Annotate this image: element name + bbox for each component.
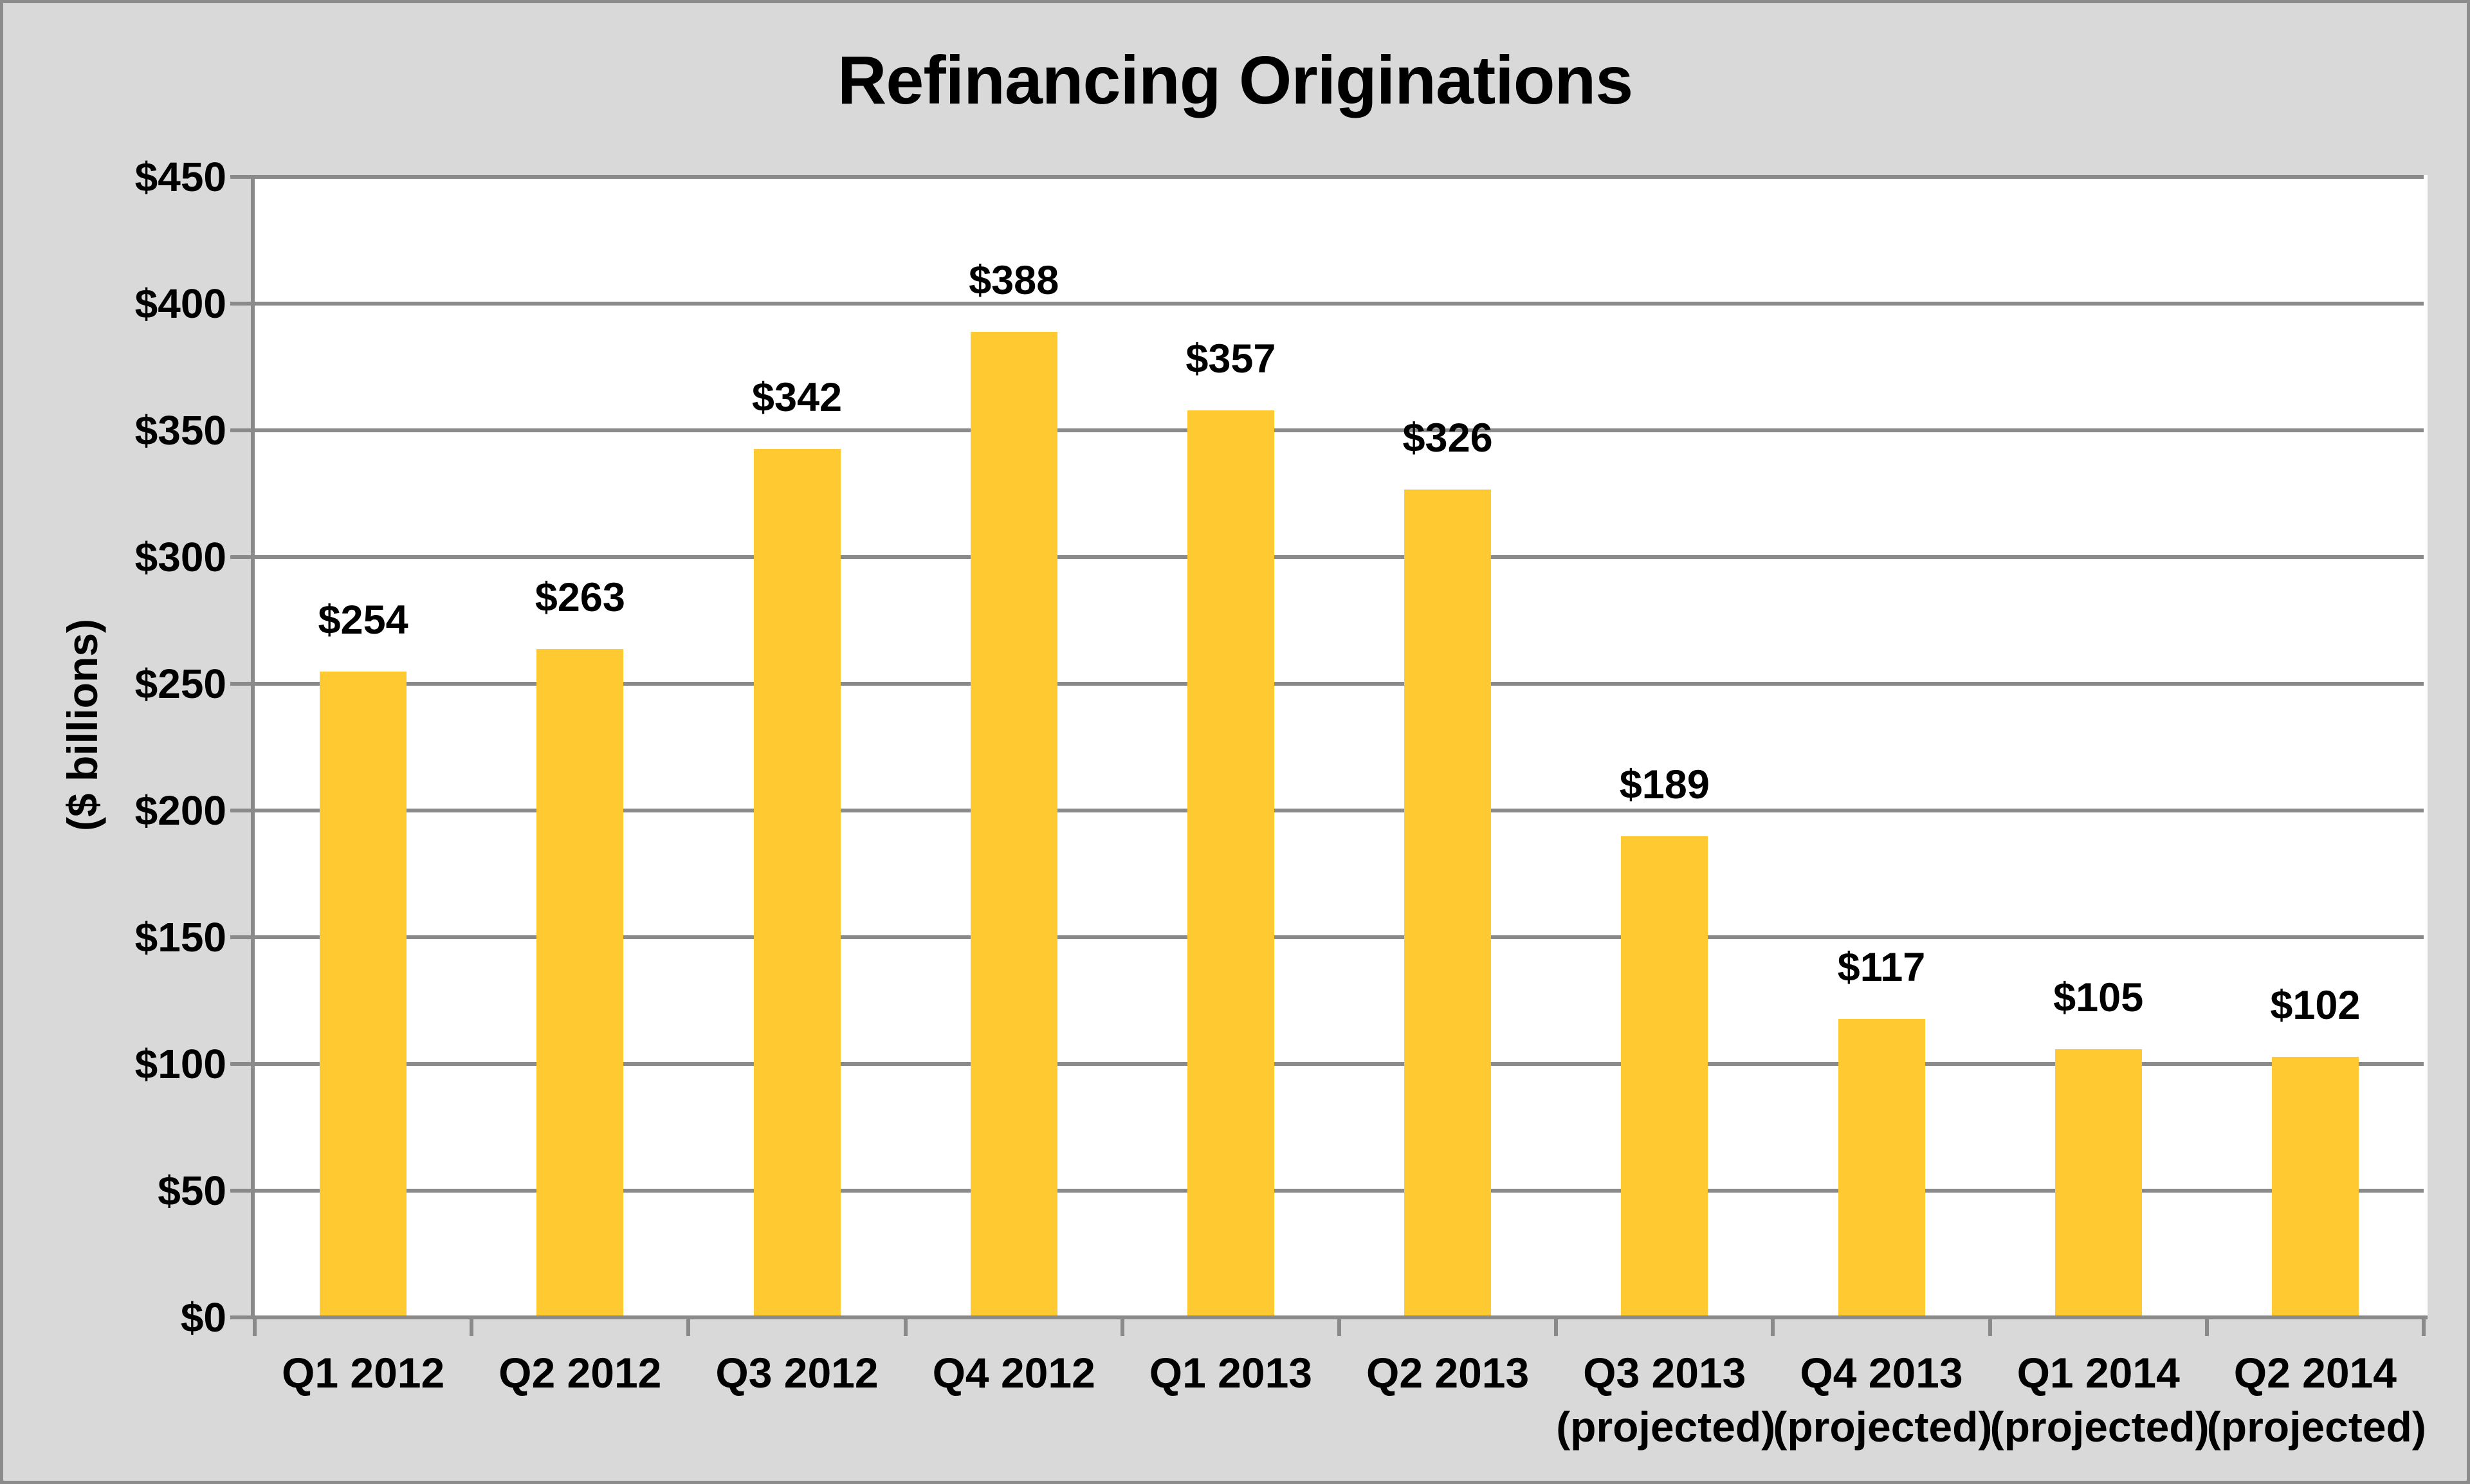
plot-area — [251, 175, 2428, 1319]
x-tick-label-Q1 2013: Q1 2013 — [1122, 1346, 1339, 1400]
bar-value-label-Q2 2013: $326 — [1402, 415, 1493, 461]
y-tick-label-200: $200 — [134, 787, 226, 834]
x-tick-mark-8 — [1988, 1319, 1992, 1336]
bar-Q2 2012 — [536, 648, 624, 1315]
x-tick-label-Q2 2013: Q2 2013 — [1339, 1346, 1556, 1400]
x-tick-label-Q2 2012: Q2 2012 — [471, 1346, 688, 1400]
gridline-100 — [255, 1062, 2424, 1066]
x-tick-label-line1: Q1 2012 — [281, 1349, 445, 1397]
x-tick-label-line1: Q4 2012 — [932, 1349, 1095, 1397]
x-tick-label-Q1 2012: Q1 2012 — [255, 1346, 471, 1400]
y-tick-label-300: $300 — [134, 534, 226, 580]
y-tick-mark-350 — [230, 428, 255, 432]
x-tick-mark-2 — [686, 1319, 691, 1336]
x-tick-label-line1: Q1 2013 — [1149, 1349, 1312, 1397]
y-tick-mark-250 — [230, 682, 255, 686]
x-tick-label-Q4 2013 (projected): Q4 2013 (projected) — [1773, 1346, 1993, 1454]
y-tick-label-250: $250 — [134, 661, 226, 707]
bar-value-label-Q4 2012: $388 — [969, 258, 1059, 304]
y-tick-mark-100 — [230, 1062, 255, 1066]
x-tick-label-line1: Q3 2012 — [715, 1349, 879, 1397]
x-tick-mark-5 — [1337, 1319, 1341, 1336]
x-tick-label-line2: (projected) — [1990, 1403, 2209, 1451]
x-tick-label-line1: Q4 2013 — [1800, 1349, 1963, 1397]
x-tick-label-Q1 2014 (projected): Q1 2014 (projected) — [1990, 1346, 2209, 1454]
x-tick-label-line1: Q1 2014 — [2017, 1349, 2180, 1397]
y-tick-mark-50 — [230, 1189, 255, 1193]
bar-Q1 2013 — [1187, 410, 1274, 1315]
x-tick-mark-4 — [1120, 1319, 1124, 1336]
bar-value-label-Q2 2012: $263 — [535, 574, 625, 620]
x-tick-label-line2: (projected) — [1556, 1403, 1776, 1451]
x-tick-label-Q4 2012: Q4 2012 — [906, 1346, 1122, 1400]
y-tick-mark-150 — [230, 935, 255, 939]
gridline-250 — [255, 682, 2424, 686]
y-tick-label-100: $100 — [134, 1041, 226, 1087]
bar-Q1 2012 — [320, 672, 407, 1315]
bar-value-label-Q1 2013: $357 — [1185, 336, 1276, 382]
bar-value-label-Q4 2013 (projected): $117 — [1837, 945, 1926, 991]
bar-Q3 2012 — [753, 448, 841, 1315]
x-tick-label-line2: (projected) — [2206, 1403, 2426, 1451]
x-tick-mark-1 — [470, 1319, 474, 1336]
bar-value-label-Q2 2014 (projected): $102 — [2270, 983, 2361, 1029]
x-tick-mark-9 — [2204, 1319, 2209, 1336]
gridline-400 — [255, 302, 2424, 306]
bar-Q1 2014 (projected) — [2054, 1049, 2142, 1315]
y-tick-label-450: $450 — [134, 154, 226, 200]
bar-value-label-Q1 2014 (projected): $105 — [2053, 975, 2144, 1021]
gridline-450 — [255, 175, 2424, 179]
x-tick-mark-0 — [253, 1319, 257, 1336]
x-tick-label-line1: Q2 2013 — [1366, 1349, 1530, 1397]
y-tick-label-150: $150 — [134, 914, 226, 960]
bar-Q4 2013 (projected) — [1838, 1019, 1925, 1315]
y-tick-mark-300 — [230, 555, 255, 559]
x-tick-mark-7 — [1771, 1319, 1775, 1336]
x-tick-label-Q3 2012: Q3 2012 — [688, 1346, 905, 1400]
bar-value-label-Q3 2013 (projected): $189 — [1619, 762, 1710, 808]
x-tick-mark-3 — [903, 1319, 908, 1336]
y-tick-mark-0 — [230, 1315, 255, 1319]
x-tick-mark-10 — [2422, 1319, 2426, 1336]
bar-Q2 2013 — [1404, 489, 1492, 1315]
bar-Q2 2014 (projected) — [2271, 1057, 2359, 1315]
y-tick-mark-450 — [230, 175, 255, 179]
bar-Q3 2013 (projected) — [1621, 836, 1708, 1315]
y-tick-label-350: $350 — [134, 407, 226, 453]
y-tick-label-400: $400 — [134, 280, 226, 327]
gridline-350 — [255, 428, 2424, 432]
gridline-150 — [255, 935, 2424, 939]
bar-Q4 2012 — [970, 332, 1057, 1315]
y-tick-label-50: $50 — [158, 1168, 226, 1214]
y-tick-mark-200 — [230, 809, 255, 812]
gridline-50 — [255, 1189, 2424, 1193]
gridline-300 — [255, 555, 2424, 559]
y-tick-mark-400 — [230, 302, 255, 306]
bar-value-label-Q3 2012: $342 — [751, 374, 843, 420]
x-tick-label-Q2 2014 (projected): Q2 2014 (projected) — [2206, 1346, 2426, 1454]
x-tick-label-line1: Q2 2014 — [2233, 1349, 2397, 1397]
x-tick-label-line1: Q3 2013 — [1583, 1349, 1746, 1397]
chart-title: Refinancing Originations — [837, 42, 1633, 118]
x-tick-mark-6 — [1554, 1319, 1559, 1336]
x-tick-label-line2: (projected) — [1773, 1403, 1993, 1451]
bar-value-label-Q1 2012: $254 — [318, 598, 408, 643]
y-tick-label-0: $0 — [180, 1294, 226, 1341]
gridline-200 — [255, 809, 2424, 812]
x-tick-label-line1: Q2 2012 — [499, 1349, 662, 1397]
x-tick-label-Q3 2013 (projected): Q3 2013 (projected) — [1556, 1346, 1776, 1454]
